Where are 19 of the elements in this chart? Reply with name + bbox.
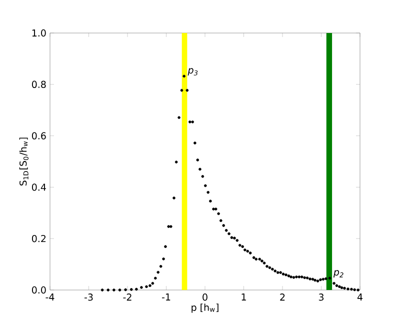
- x-tick-label: 1: [242, 294, 246, 300]
- y-tick-label: 0.8: [32, 80, 46, 88]
- annotation: p$_{3}$: [188, 68, 198, 76]
- x-tick-label: 0: [202, 294, 208, 301]
- x-tick-label: 2: [280, 294, 285, 301]
- y-tick-label: 0.6: [32, 132, 46, 140]
- x-tick-label: -4: [46, 294, 54, 300]
- x-axis-title: p [h$_{w}$]: [192, 304, 218, 313]
- y-tick-label: 0.2: [32, 235, 46, 242]
- annotation: p$_{2}$: [333, 270, 344, 278]
- x-tick-label: -3: [84, 294, 93, 301]
- y-tick-label: 0.0: [32, 286, 46, 294]
- x-tick-label: -1: [162, 294, 170, 300]
- x-tick-label: 3: [318, 294, 324, 301]
- y-tick-label: 0.4: [32, 184, 46, 191]
- y-axis-title: S$_{1D}$[S$_{0}$/h$_{w}$]: [19, 138, 28, 186]
- y-tick-label: 1.0: [32, 29, 46, 37]
- x-tick-label: 4: [357, 294, 362, 300]
- x-tick-label: -2: [123, 294, 132, 301]
